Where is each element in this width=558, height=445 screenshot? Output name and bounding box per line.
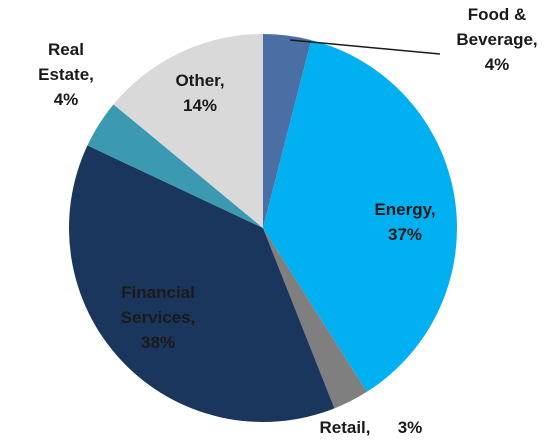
label-line: Real: [48, 40, 84, 59]
category-label: Financial Services,: [121, 283, 196, 327]
value-label: 4%: [54, 90, 79, 109]
value-label: 38%: [141, 333, 175, 352]
label-line: Beverage,: [456, 30, 537, 49]
label-line: Services,: [121, 308, 196, 327]
pie-slice: [68, 145, 335, 423]
leader-line: [289, 39, 441, 55]
label-line: Food &: [468, 5, 527, 24]
pie-slice: [87, 104, 263, 228]
category-label: Retail,: [319, 418, 370, 437]
category-label: Energy,: [374, 200, 435, 219]
label-line: Retail,: [319, 418, 370, 437]
value-label: 14%: [183, 96, 217, 115]
category-label: Real Estate,: [38, 40, 94, 84]
pie-slice: [263, 40, 457, 392]
pie-slice: [113, 33, 263, 228]
label-line: Estate,: [38, 65, 94, 84]
category-label: Food & Beverage,: [456, 5, 537, 49]
label-line: Other,: [175, 71, 224, 90]
pie-slice: [263, 228, 367, 409]
label-line: Financial: [121, 283, 195, 302]
label-line: Energy,: [374, 200, 435, 219]
category-label: Other,: [175, 71, 224, 90]
pie-slice: [263, 34, 312, 228]
value-label: 3%: [398, 418, 423, 437]
value-label: 37%: [388, 225, 422, 244]
value-label: 4%: [485, 55, 510, 74]
